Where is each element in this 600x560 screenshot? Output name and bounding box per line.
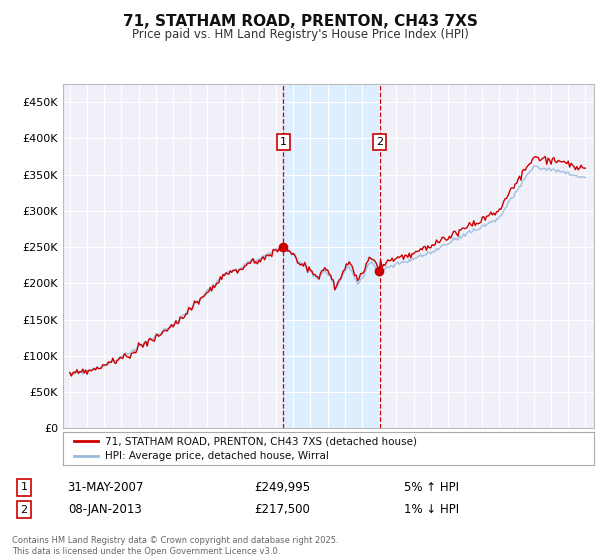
Text: £217,500: £217,500 bbox=[254, 503, 310, 516]
Text: 71, STATHAM ROAD, PRENTON, CH43 7XS (detached house): 71, STATHAM ROAD, PRENTON, CH43 7XS (det… bbox=[106, 436, 418, 446]
Bar bbox=[283, 84, 380, 428]
Text: Price paid vs. HM Land Registry's House Price Index (HPI): Price paid vs. HM Land Registry's House … bbox=[131, 28, 469, 41]
Text: 1: 1 bbox=[20, 482, 28, 492]
Text: 1% ↓ HPI: 1% ↓ HPI bbox=[404, 503, 460, 516]
Text: 2: 2 bbox=[20, 505, 28, 515]
Text: HPI: Average price, detached house, Wirral: HPI: Average price, detached house, Wirr… bbox=[106, 451, 329, 461]
Text: 08-JAN-2013: 08-JAN-2013 bbox=[68, 503, 142, 516]
Text: £249,995: £249,995 bbox=[254, 480, 310, 494]
Text: 2: 2 bbox=[376, 137, 383, 147]
Text: 71, STATHAM ROAD, PRENTON, CH43 7XS: 71, STATHAM ROAD, PRENTON, CH43 7XS bbox=[122, 14, 478, 29]
Text: Contains HM Land Registry data © Crown copyright and database right 2025.
This d: Contains HM Land Registry data © Crown c… bbox=[12, 536, 338, 556]
Text: 31-MAY-2007: 31-MAY-2007 bbox=[67, 480, 143, 494]
Text: 5% ↑ HPI: 5% ↑ HPI bbox=[404, 480, 460, 494]
Text: 1: 1 bbox=[280, 137, 287, 147]
